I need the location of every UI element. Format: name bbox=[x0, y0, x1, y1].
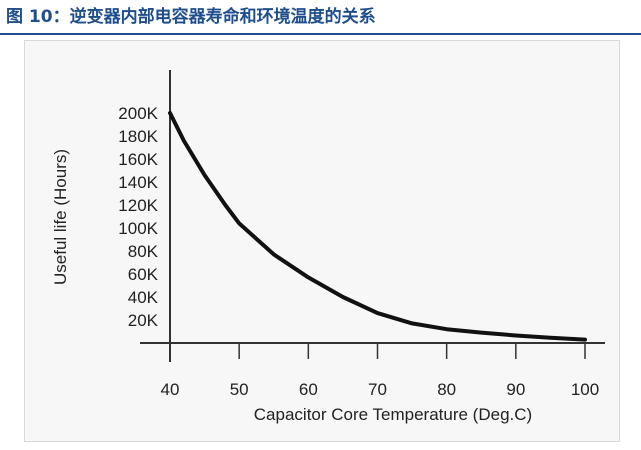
y-tick-label: 140K bbox=[118, 173, 158, 192]
plot-background bbox=[24, 40, 620, 442]
y-tick-label: 120K bbox=[118, 196, 158, 215]
y-axis-title: Useful life (Hours) bbox=[51, 149, 70, 285]
x-tick-label: 90 bbox=[506, 380, 525, 399]
y-tick-label: 60K bbox=[128, 265, 159, 284]
y-tick-label: 100K bbox=[118, 219, 158, 238]
y-tick-label: 180K bbox=[118, 127, 158, 146]
x-tick-label: 100 bbox=[571, 380, 599, 399]
y-tick-label: 200K bbox=[118, 104, 158, 123]
x-tick-label: 60 bbox=[299, 380, 318, 399]
title-divider bbox=[0, 33, 641, 35]
y-tick-label: 80K bbox=[128, 242, 159, 261]
x-axis-title: Capacitor Core Temperature (Deg.C) bbox=[254, 405, 532, 424]
series-line bbox=[168, 111, 587, 342]
x-tick-label: 50 bbox=[230, 380, 249, 399]
x-tick-label: 70 bbox=[368, 380, 387, 399]
figure-title: 图 10：逆变器内部电容器寿命和环境温度的关系 bbox=[6, 7, 376, 27]
x-tick-label: 80 bbox=[437, 380, 456, 399]
x-tick-label: 40 bbox=[161, 380, 180, 399]
y-tick-label: 20K bbox=[128, 311, 159, 330]
y-tick-label: 160K bbox=[118, 150, 158, 169]
y-tick-label: 40K bbox=[128, 288, 159, 307]
